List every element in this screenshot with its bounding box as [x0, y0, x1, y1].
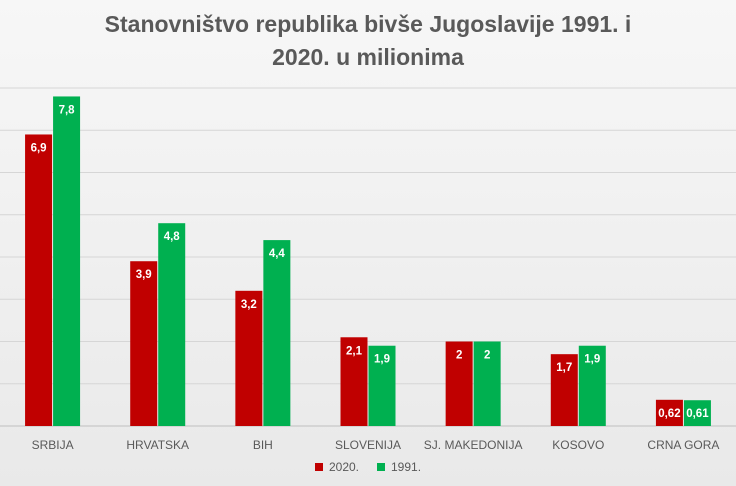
data-label: 4,8 — [164, 231, 181, 243]
bar-1991-4 — [473, 341, 501, 426]
bar-2020-3 — [340, 337, 368, 426]
bar-2020-1 — [130, 261, 158, 426]
bar-1991-3 — [368, 345, 396, 426]
chart-title-line-2: 2020. u milionima — [272, 44, 464, 70]
category-label: HRVATSKA — [126, 438, 189, 452]
data-label: 2 — [484, 350, 490, 362]
data-label: 0,62 — [658, 408, 680, 420]
chart-title: Stanovništvo republika bivše Jugoslavije… — [0, 8, 736, 74]
legend-label-1991: 1991. — [391, 460, 422, 474]
data-label: 1,7 — [556, 362, 572, 374]
legend-item-1991: 1991. — [377, 460, 421, 474]
bar-1991-5 — [578, 345, 606, 426]
category-label: BIH — [253, 438, 273, 452]
bar-1991-1 — [158, 223, 186, 426]
data-label: 3,2 — [241, 299, 257, 311]
chart-title-line-1: Stanovništvo republika bivše Jugoslavije… — [104, 11, 632, 37]
bar-2020-2 — [235, 290, 263, 426]
data-label: 6,9 — [31, 142, 47, 154]
legend-label-2020: 2020. — [328, 460, 359, 474]
bar-1991-2 — [263, 240, 291, 426]
category-label: CRNA GORA — [647, 438, 719, 452]
category-label: SJ. MAKEDONIJA — [424, 438, 523, 452]
data-label: 1,9 — [584, 354, 600, 366]
legend-item-2020: 2020. — [314, 460, 359, 474]
bar-2020-5 — [550, 354, 578, 426]
bar-1991-0 — [53, 96, 81, 426]
data-label: 0,61 — [686, 408, 709, 420]
data-label: 2 — [456, 350, 462, 362]
bar-2020-0 — [25, 134, 53, 426]
data-label: 7,8 — [59, 104, 76, 116]
bar-1991-6 — [683, 400, 711, 426]
bar-2020-4 — [445, 341, 473, 426]
category-label: KOSOVO — [552, 438, 604, 452]
legend: 2020. 1991. — [0, 460, 736, 474]
data-label: 1,9 — [374, 354, 390, 366]
bar-2020-6 — [655, 399, 683, 426]
data-label: 2,1 — [346, 345, 363, 357]
legend-swatch-1991 — [377, 463, 385, 471]
data-label: 3,9 — [136, 269, 152, 281]
category-label: SRBIJA — [32, 438, 74, 452]
category-label: SLOVENIJA — [335, 438, 401, 452]
data-label: 4,4 — [269, 248, 286, 260]
legend-swatch-2020 — [314, 463, 323, 471]
